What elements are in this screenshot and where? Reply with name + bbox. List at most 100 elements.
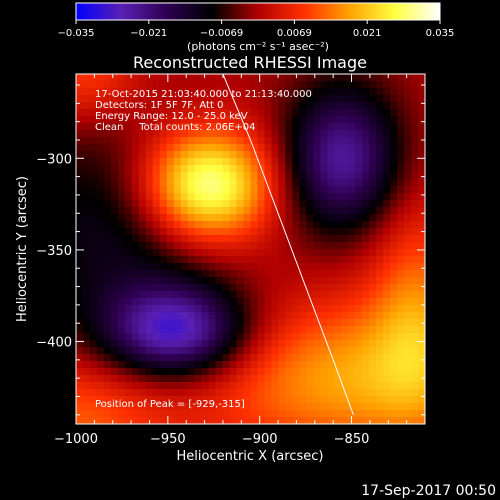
heatmap-pixel	[341, 277, 349, 285]
heatmap-pixel	[404, 109, 412, 117]
heatmap-pixel	[334, 277, 342, 285]
heatmap-pixel	[418, 340, 425, 348]
heatmap-pixel	[362, 382, 370, 390]
heatmap-pixel	[299, 158, 307, 166]
heatmap-pixel	[411, 319, 419, 327]
heatmap-pixel	[320, 214, 328, 222]
heatmap-pixel	[264, 263, 273, 271]
heatmap-pixel	[264, 130, 273, 138]
heatmap-pixel	[376, 319, 384, 327]
heatmap-pixel	[201, 242, 210, 250]
heatmap-pixel	[187, 158, 196, 166]
heatmap-pixel	[152, 214, 161, 222]
heatmap-pixel	[82, 389, 91, 397]
heatmap-pixel	[117, 116, 126, 124]
heatmap-pixel	[334, 249, 342, 257]
heatmap-pixel	[355, 242, 363, 250]
heatmap-pixel	[285, 200, 293, 208]
heatmap-pixel	[320, 361, 328, 369]
heatmap-pixel	[264, 347, 273, 355]
heatmap-pixel	[208, 319, 217, 327]
heatmap-pixel	[383, 179, 391, 187]
heatmap-pixel	[278, 382, 286, 390]
heatmap-pixel	[271, 277, 280, 285]
heatmap-pixel	[348, 172, 356, 180]
heatmap-pixel	[187, 123, 196, 131]
heatmap-pixel	[152, 151, 161, 159]
heatmap-pixel	[278, 207, 286, 215]
colorbar-tick-label: 0.021	[353, 28, 382, 39]
heatmap-pixel	[222, 249, 231, 257]
heatmap-pixel	[131, 403, 140, 411]
heatmap-pixel	[76, 207, 84, 215]
heatmap-pixel	[418, 214, 425, 222]
heatmap-pixel	[131, 389, 140, 397]
heatmap-pixel	[306, 130, 314, 138]
heatmap-pixel	[89, 137, 98, 145]
heatmap-pixel	[145, 137, 154, 145]
heatmap-pixel	[250, 102, 259, 110]
heatmap-pixel	[362, 186, 370, 194]
heatmap-pixel	[166, 158, 175, 166]
heatmap-pixel	[76, 291, 84, 299]
heatmap-pixel	[376, 382, 384, 390]
heatmap-pixel	[152, 207, 161, 215]
heatmap-pixel	[201, 333, 210, 341]
heatmap-pixel	[124, 347, 133, 355]
heatmap-pixel	[110, 249, 119, 257]
heatmap-pixel	[117, 151, 126, 159]
heatmap-pixel	[89, 123, 98, 131]
heatmap-pixel	[348, 347, 356, 355]
heatmap-pixel	[76, 256, 84, 264]
heatmap-pixel	[152, 256, 161, 264]
heatmap-pixel	[362, 340, 370, 348]
heatmap-pixel	[264, 396, 273, 404]
heatmap-pixel	[292, 228, 300, 236]
heatmap-pixel	[306, 88, 314, 96]
heatmap-pixel	[82, 410, 91, 418]
heatmap-pixel	[355, 179, 363, 187]
heatmap-pixel	[369, 242, 377, 250]
heatmap-pixel	[390, 74, 398, 82]
heatmap-pixel	[306, 368, 314, 376]
heatmap-pixel	[138, 158, 147, 166]
heatmap-pixel	[131, 172, 140, 180]
heatmap-pixel	[152, 186, 161, 194]
heatmap-pixel	[89, 151, 98, 159]
heatmap-pixel	[285, 130, 293, 138]
heatmap-pixel	[292, 165, 300, 173]
heatmap-pixel	[355, 144, 363, 152]
heatmap-pixel	[243, 235, 252, 243]
heatmap-pixel	[299, 354, 307, 362]
heatmap-pixel	[229, 417, 238, 424]
heatmap-pixel	[397, 242, 405, 250]
heatmap-pixel	[187, 102, 196, 110]
heatmap-pixel	[229, 354, 238, 362]
heatmap-pixel	[229, 284, 238, 292]
heatmap-pixel	[243, 102, 252, 110]
heatmap-pixel	[222, 382, 231, 390]
heatmap-pixel	[383, 277, 391, 285]
heatmap-pixel	[103, 347, 112, 355]
heatmap-pixel	[313, 193, 321, 201]
heatmap-pixel	[257, 214, 266, 222]
heatmap-pixel	[376, 403, 384, 411]
heatmap-pixel	[236, 193, 245, 201]
heatmap-pixel	[341, 291, 349, 299]
heatmap-pixel	[180, 151, 189, 159]
heatmap-pixel	[138, 396, 147, 404]
heatmap-pixel	[292, 116, 300, 124]
heatmap-pixel	[257, 81, 266, 89]
heatmap-pixel	[145, 102, 154, 110]
heatmap-pixel	[145, 179, 154, 187]
heatmap-pixel	[124, 312, 133, 320]
heatmap-pixel	[187, 340, 196, 348]
heatmap-pixel	[376, 361, 384, 369]
heatmap-pixel	[110, 368, 119, 376]
heatmap-pixel	[89, 291, 98, 299]
heatmap-pixel	[271, 88, 280, 96]
heatmap-pixel	[138, 151, 147, 159]
heatmap-pixel	[76, 172, 84, 180]
heatmap-pixel	[117, 81, 126, 89]
heatmap-pixel	[292, 130, 300, 138]
